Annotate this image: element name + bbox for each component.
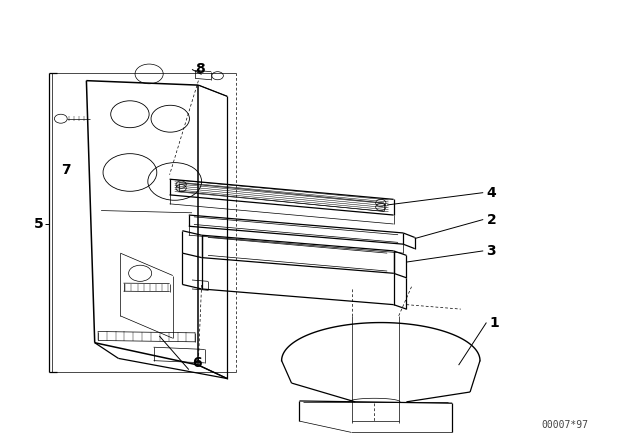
Text: 4: 4 — [486, 185, 496, 200]
Text: 8: 8 — [195, 62, 205, 77]
Text: 6: 6 — [192, 356, 202, 370]
Text: 7: 7 — [61, 163, 70, 177]
Text: 00007*97: 00007*97 — [542, 420, 589, 430]
Text: 5: 5 — [34, 217, 44, 231]
Text: 2: 2 — [486, 212, 496, 227]
Text: 1: 1 — [490, 315, 499, 330]
Text: 3: 3 — [486, 244, 496, 258]
